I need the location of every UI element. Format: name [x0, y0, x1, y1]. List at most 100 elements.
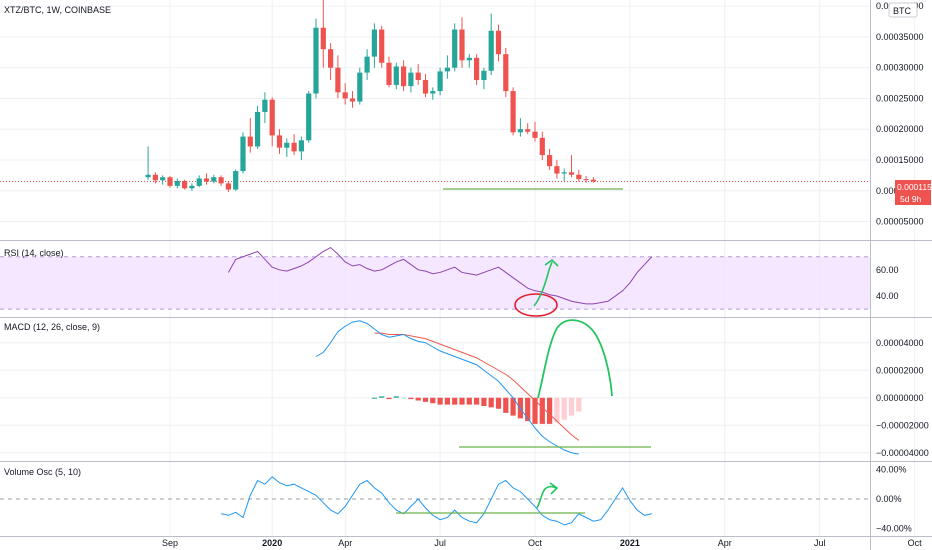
time-axis[interactable]: Sep2020AprJulOct2021AprJulOct2022 — [162, 538, 932, 548]
candle-body — [532, 131, 538, 138]
candle-body — [291, 142, 297, 152]
candle-body — [401, 66, 407, 87]
macd-line — [315, 320, 579, 455]
candle-body — [517, 129, 523, 133]
time-tick-label: Jul — [434, 538, 446, 548]
candle-body — [459, 29, 465, 61]
volume-osc-pane[interactable]: 40.00% 0.00% −40.00% — [0, 464, 912, 534]
candle-body — [408, 72, 414, 87]
macd-histogram-bar — [547, 397, 553, 424]
candle-body — [211, 177, 217, 182]
macd-histogram-bar — [568, 397, 575, 416]
candle-body — [525, 129, 531, 132]
axis-tick-label: 0.00030000 — [876, 63, 924, 73]
time-tick-label: Jul — [814, 538, 826, 548]
candle-body — [189, 185, 195, 189]
candle-body — [335, 67, 341, 93]
macd-histogram-bar — [510, 397, 516, 416]
macd-histogram-bar — [452, 397, 458, 405]
candle-body — [145, 174, 151, 178]
candle-body — [328, 49, 334, 68]
candle-body — [320, 27, 326, 50]
macd-pane[interactable]: 0.00004000 0.00002000 0.00000000 −0.0000200… — [315, 319, 929, 458]
candle-body — [561, 172, 567, 174]
time-tick-label: Oct — [528, 538, 543, 548]
candle-body — [167, 177, 173, 186]
axis-tick-label: 60.00 — [876, 265, 899, 275]
candle-body — [255, 112, 261, 147]
macd-histogram-bar — [408, 397, 414, 400]
candle-body — [262, 99, 268, 112]
rsi-axis-labels: 60.00 40.00 — [876, 265, 899, 301]
currency-badge-label: BTC — [893, 6, 912, 16]
candle-body — [393, 66, 399, 85]
macd-histogram-bar — [532, 397, 538, 424]
rsi-circle-annotation — [514, 293, 558, 317]
candles — [145, 0, 596, 192]
macd-histogram-bar — [415, 397, 421, 401]
last-price-badge: 0.00011505 5d 9h — [895, 180, 932, 205]
macd-histogram-bar — [444, 397, 450, 405]
candle-body — [474, 57, 480, 80]
candle-body — [590, 179, 596, 182]
candle-body — [576, 174, 582, 180]
macd-histogram — [371, 396, 582, 424]
candle-body — [554, 166, 560, 174]
candle-body — [174, 180, 180, 186]
axis-tick-label: 0.00035000 — [876, 32, 924, 42]
candle-body — [196, 178, 202, 186]
candle-body — [415, 72, 421, 80]
candle-body — [568, 172, 575, 175]
axis-tick-label: 0.00020000 — [876, 124, 924, 134]
macd-histogram-bar — [466, 397, 472, 405]
axis-tick-label: 40.00 — [876, 291, 899, 301]
candle-body — [444, 67, 450, 72]
candle-body — [386, 62, 392, 85]
candle-body — [481, 70, 487, 80]
axis-tick-label: 0.00002000 — [876, 365, 924, 375]
macd-histogram-bar — [459, 397, 465, 405]
candle-body — [379, 29, 385, 63]
macd-histogram-bar — [401, 397, 407, 399]
time-tick-label: 2021 — [620, 538, 640, 548]
price-pane[interactable]: 0.000400000.000350000.000300000.00025000… — [0, 0, 924, 227]
candle-body — [269, 99, 275, 136]
candle-body — [488, 30, 494, 71]
time-tick-label: Apr — [718, 538, 732, 548]
axis-tick-label: 0.00025000 — [876, 93, 924, 103]
candle-body — [160, 177, 166, 181]
macd-title: MACD (12, 26, close, 9) — [4, 322, 100, 332]
candle-body — [284, 142, 290, 148]
macd-histogram-bar — [554, 397, 560, 423]
candle-body — [152, 174, 158, 181]
macd-histogram-bar — [503, 397, 509, 413]
macd-histogram-bar — [525, 397, 531, 422]
candle-body — [313, 27, 319, 94]
volosc-line — [221, 476, 652, 526]
axis-tick-label: −0.00002000 — [876, 420, 929, 430]
axis-tick-label: 0.00005000 — [876, 217, 924, 227]
rsi-pane[interactable]: 60.00 40.00 — [0, 246, 899, 317]
candle-body — [466, 57, 472, 61]
macd-histogram-bar — [488, 397, 494, 408]
candle-body — [218, 177, 224, 184]
candle-body — [583, 179, 589, 181]
volosc-title: Volume Osc (5, 10) — [4, 467, 81, 477]
axis-tick-label: −0.00004000 — [876, 448, 929, 458]
candle-body — [342, 92, 348, 99]
candle-body — [349, 98, 356, 102]
macd-histogram-bar — [561, 397, 567, 420]
volosc-arrow-annotation — [536, 485, 557, 509]
macd-histogram-bar — [430, 397, 436, 404]
macd-histogram-bar — [379, 396, 385, 398]
axis-tick-label: 0.00004000 — [876, 338, 924, 348]
macd-histogram-bar — [386, 397, 392, 400]
currency-badge[interactable]: BTC — [888, 2, 918, 18]
macd-histogram-bar — [539, 397, 545, 424]
candle-body — [182, 180, 188, 189]
time-tick-label: Apr — [338, 538, 352, 548]
candle-body — [422, 80, 429, 94]
axis-tick-label: 40.00% — [876, 464, 907, 474]
